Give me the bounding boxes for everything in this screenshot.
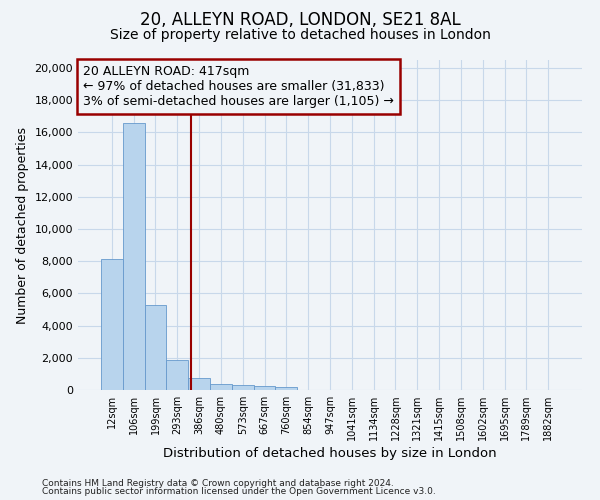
Bar [123, 123, 145, 390]
Bar [210, 384, 232, 390]
X-axis label: Distribution of detached houses by size in London: Distribution of detached houses by size … [163, 448, 497, 460]
Bar [275, 387, 297, 390]
Text: Contains public sector information licensed under the Open Government Licence v3: Contains public sector information licen… [42, 487, 436, 496]
Text: Size of property relative to detached houses in London: Size of property relative to detached ho… [110, 28, 490, 42]
Bar [188, 378, 210, 390]
Bar [254, 386, 275, 390]
Text: 20, ALLEYN ROAD, LONDON, SE21 8AL: 20, ALLEYN ROAD, LONDON, SE21 8AL [140, 11, 460, 29]
Bar [145, 304, 166, 390]
Bar [232, 386, 254, 390]
Bar [166, 360, 188, 390]
Text: 20 ALLEYN ROAD: 417sqm
← 97% of detached houses are smaller (31,833)
3% of semi-: 20 ALLEYN ROAD: 417sqm ← 97% of detached… [83, 65, 394, 108]
Y-axis label: Number of detached properties: Number of detached properties [16, 126, 29, 324]
Bar [101, 259, 123, 390]
Text: Contains HM Land Registry data © Crown copyright and database right 2024.: Contains HM Land Registry data © Crown c… [42, 478, 394, 488]
